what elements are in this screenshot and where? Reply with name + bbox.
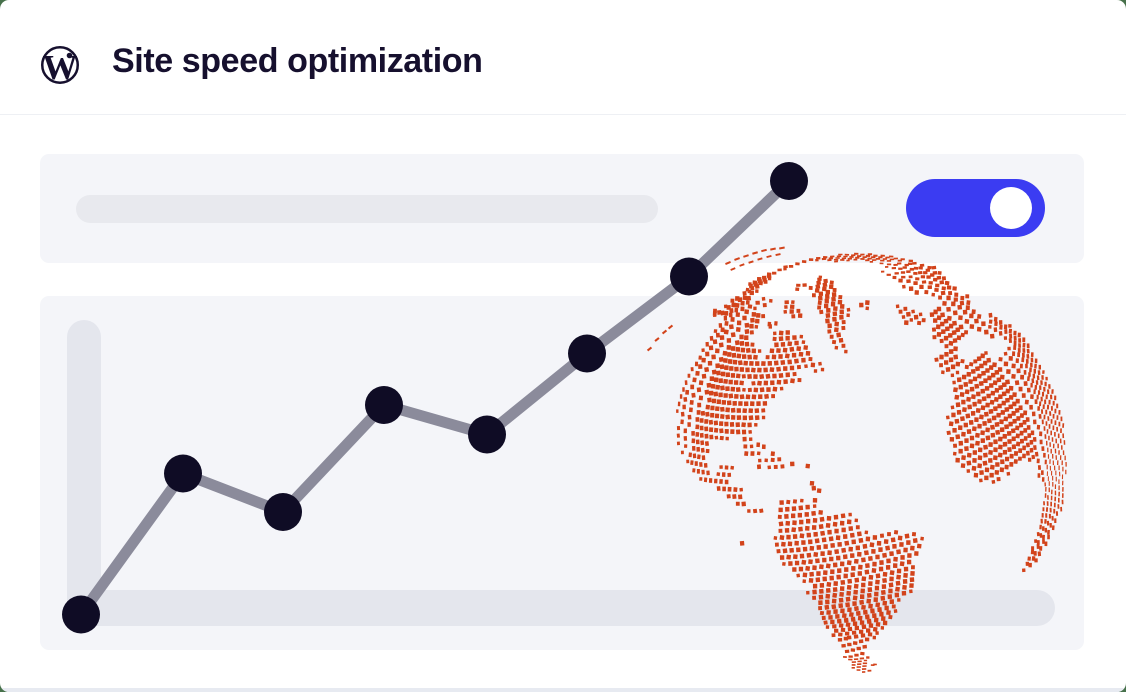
svg-text:W: W — [43, 48, 78, 84]
